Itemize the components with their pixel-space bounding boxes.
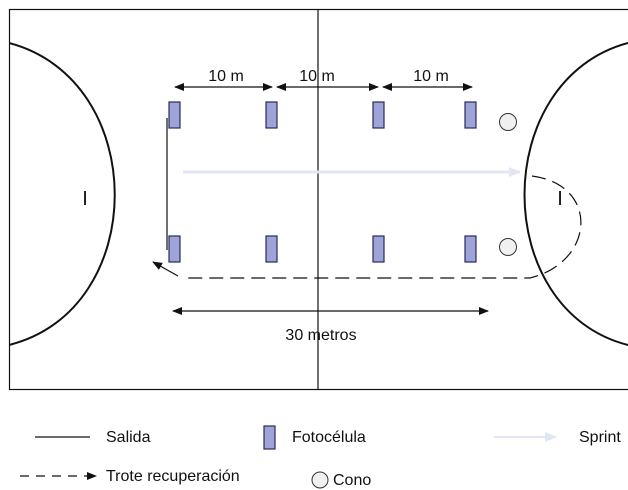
court-outline bbox=[8, 8, 628, 391]
goal-area-left bbox=[9, 42, 116, 346]
photocell-top-1 bbox=[168, 101, 181, 129]
legend-cone-symbol bbox=[311, 471, 329, 489]
photocell-top-3 bbox=[372, 101, 385, 129]
recovery-jog-path bbox=[182, 175, 582, 279]
cone-top bbox=[499, 113, 517, 131]
goal-left-label: I bbox=[82, 188, 88, 210]
photocell-top-2 bbox=[265, 101, 278, 129]
legend-salida-label: Salida bbox=[106, 429, 151, 446]
recovery-jog-arrow bbox=[152, 261, 179, 277]
legend-cono-label: Cono bbox=[333, 472, 371, 489]
photocell-bottom-3 bbox=[372, 235, 385, 263]
goal-right-label: I bbox=[557, 188, 563, 210]
span-label-3: 10 m bbox=[413, 68, 449, 85]
legend: Salida Fotocélula Sprint Trote recuperac… bbox=[20, 425, 621, 489]
photocell-bottom-1 bbox=[168, 235, 181, 263]
legend-fotocelula-label: Fotocélula bbox=[292, 429, 366, 446]
photocell-bottom-4 bbox=[464, 235, 477, 263]
photocell-top-4 bbox=[464, 101, 477, 129]
cone-bottom bbox=[499, 238, 517, 256]
goal-area-right bbox=[523, 42, 628, 346]
legend-photocell-symbol bbox=[263, 425, 276, 450]
span-label-2: 10 m bbox=[299, 68, 335, 85]
legend-trote-label: Trote recuperación bbox=[106, 468, 240, 485]
total-distance-label: 30 metros bbox=[285, 327, 356, 344]
photocell-bottom-2 bbox=[265, 235, 278, 263]
legend-sprint-label: Sprint bbox=[579, 429, 621, 446]
span-label-1: 10 m bbox=[208, 68, 244, 85]
